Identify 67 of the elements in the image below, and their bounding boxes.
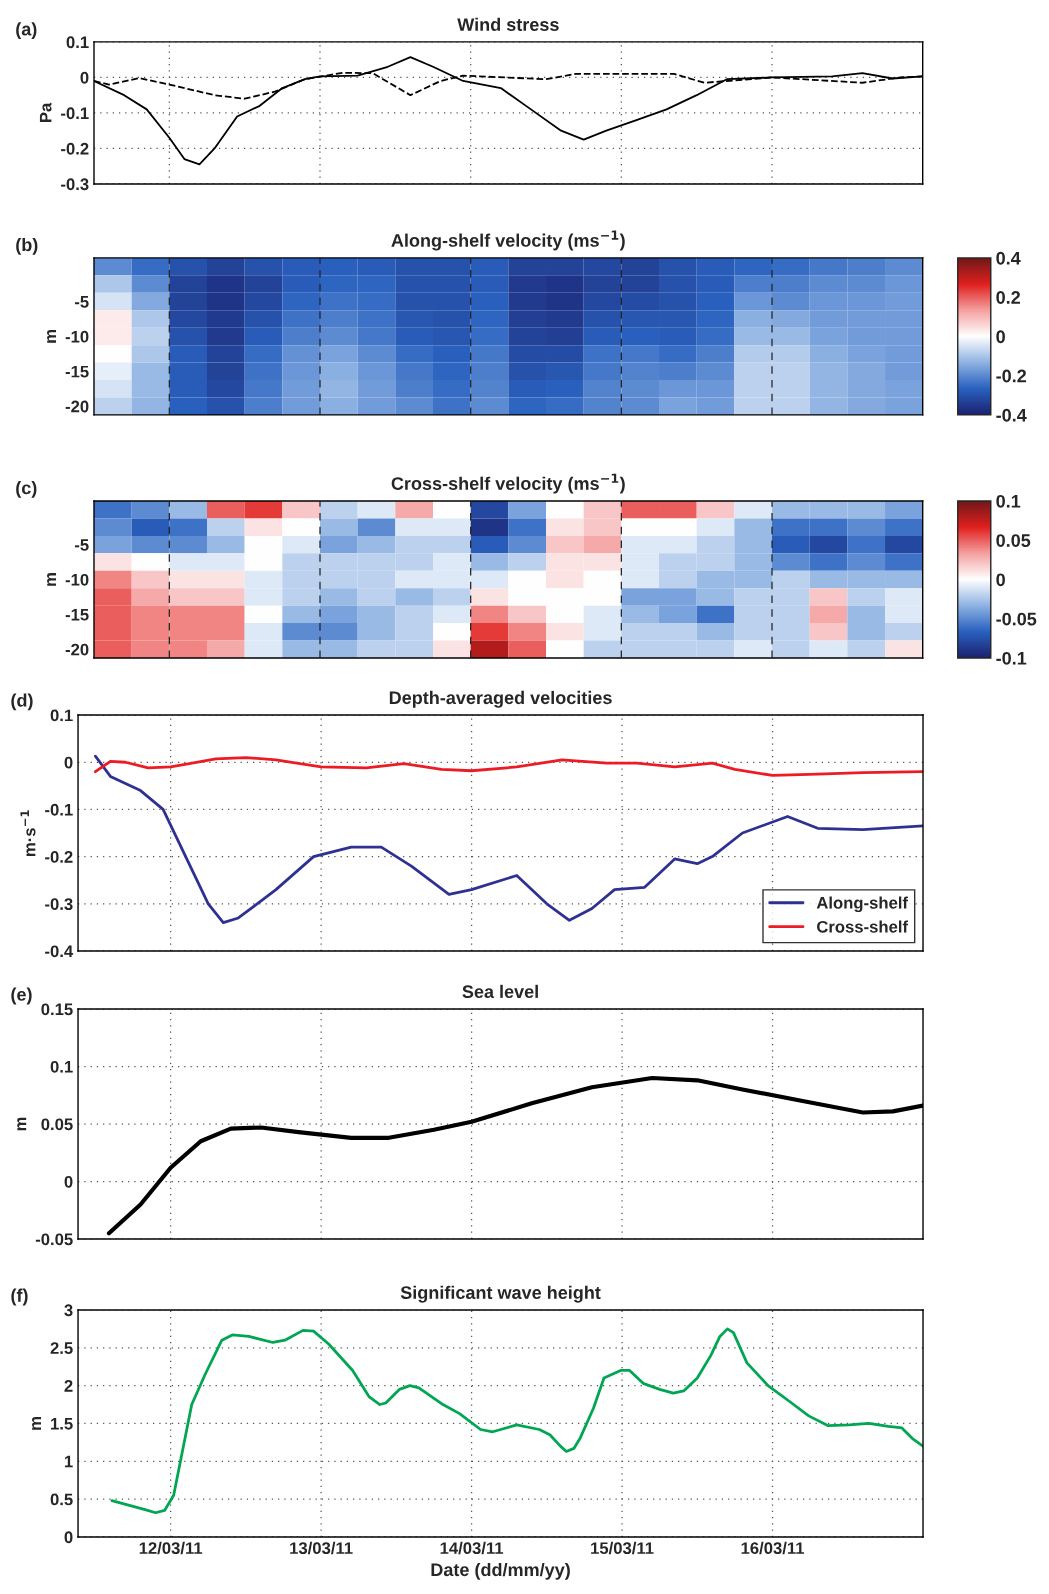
y-tick-label: 0.05 [41, 1118, 73, 1131]
y-tick-label: 2 [64, 1380, 73, 1392]
color-bar-label: -0.1 [996, 651, 1027, 665]
y-tick-label: 3 [64, 1304, 73, 1317]
x-tick-label: 13/03/11 [290, 1541, 353, 1555]
y-tick-label: -10 [65, 330, 89, 343]
color-bar-label: 0.1 [996, 494, 1021, 508]
text: (f) [11, 1288, 28, 1306]
x-tick-label: 14/03/11 [440, 1541, 504, 1555]
text: (d) [11, 693, 33, 711]
y-tick-label: 0 [64, 756, 73, 769]
x-tick-label: 12/03/11 [139, 1541, 203, 1555]
chart-title: Sea level [462, 984, 538, 999]
y-tick-label: -0.2 [45, 851, 73, 863]
y-axis-title: m [32, 1417, 41, 1430]
y-tick-label: 0.1 [66, 36, 89, 49]
y-tick-label: -20 [65, 400, 89, 413]
x-axis-title: Date (dd/mm/yy) [431, 1562, 570, 1580]
text: (e) [11, 987, 32, 1005]
color-bar-label: -0.4 [996, 408, 1027, 422]
y-tick-label: -0.3 [45, 898, 73, 911]
chart-title: Cross-shelf velocity (ms$^{−1}$) [391, 473, 625, 494]
color-bar-label: -0.2 [996, 369, 1027, 383]
text: (c) [16, 481, 37, 498]
y-tick-label: 1.5 [51, 1418, 73, 1430]
text: (a) [16, 22, 37, 40]
y-axis-title: m [17, 1117, 27, 1131]
chart-title: Depth-averaged velocities [389, 690, 612, 708]
y-tick-label: -0.1 [61, 107, 89, 120]
color-bar-label: 0 [996, 330, 1005, 344]
y-tick-label: 0.1 [50, 1060, 73, 1073]
x-tick-label: 15/03/11 [591, 1541, 654, 1555]
legend-label: Along-shelf [816, 896, 909, 913]
text: (b) [16, 237, 38, 255]
legend-label: Cross-shelf [817, 920, 909, 933]
color-bar-label: 0.4 [996, 251, 1021, 265]
y-tick-label: -0.4 [45, 945, 74, 958]
y-tick-label: 1 [64, 1455, 73, 1468]
y-tick-label: 0.1 [50, 709, 73, 722]
y-tick-label: -15 [65, 608, 89, 621]
y-tick-label: 0.5 [50, 1493, 73, 1506]
color-bar-label: 0.2 [996, 291, 1021, 304]
y-tick-label: -20 [65, 643, 89, 656]
y-axis-title: m [47, 330, 57, 343]
color-bar-label: 0 [996, 573, 1005, 587]
chart-title: Significant wave height [400, 1285, 601, 1303]
y-tick-label: -5 [74, 539, 89, 551]
y-tick-label: -0.2 [61, 142, 89, 155]
y-tick-label: 0 [80, 71, 89, 84]
y-tick-label: -0.1 [45, 803, 73, 816]
y-axis-title: m·s$^{−1}$ [20, 810, 36, 857]
y-tick-label: -10 [65, 573, 89, 586]
y-axis-title: Pa [39, 102, 52, 123]
y-tick-label: -0.3 [61, 178, 89, 191]
y-tick-label: 2.5 [50, 1342, 73, 1354]
y-tick-label: 0 [64, 1531, 73, 1544]
y-tick-label: -5 [74, 296, 89, 308]
y-tick-label: 0.15 [41, 1003, 73, 1016]
y-tick-label: 0 [64, 1175, 73, 1188]
y-tick-label: -15 [65, 365, 89, 378]
color-bar-label: -0.05 [996, 612, 1037, 626]
chart-title: Wind stress [457, 17, 559, 31]
y-axis-title: m [47, 573, 57, 586]
chart-title: Along-shelf velocity (ms$^{−1}$) [391, 230, 625, 251]
x-tick-label: 16/03/11 [741, 1541, 805, 1555]
color-bar-label: 0.05 [996, 534, 1031, 547]
y-tick-label: -0.05 [35, 1233, 73, 1246]
